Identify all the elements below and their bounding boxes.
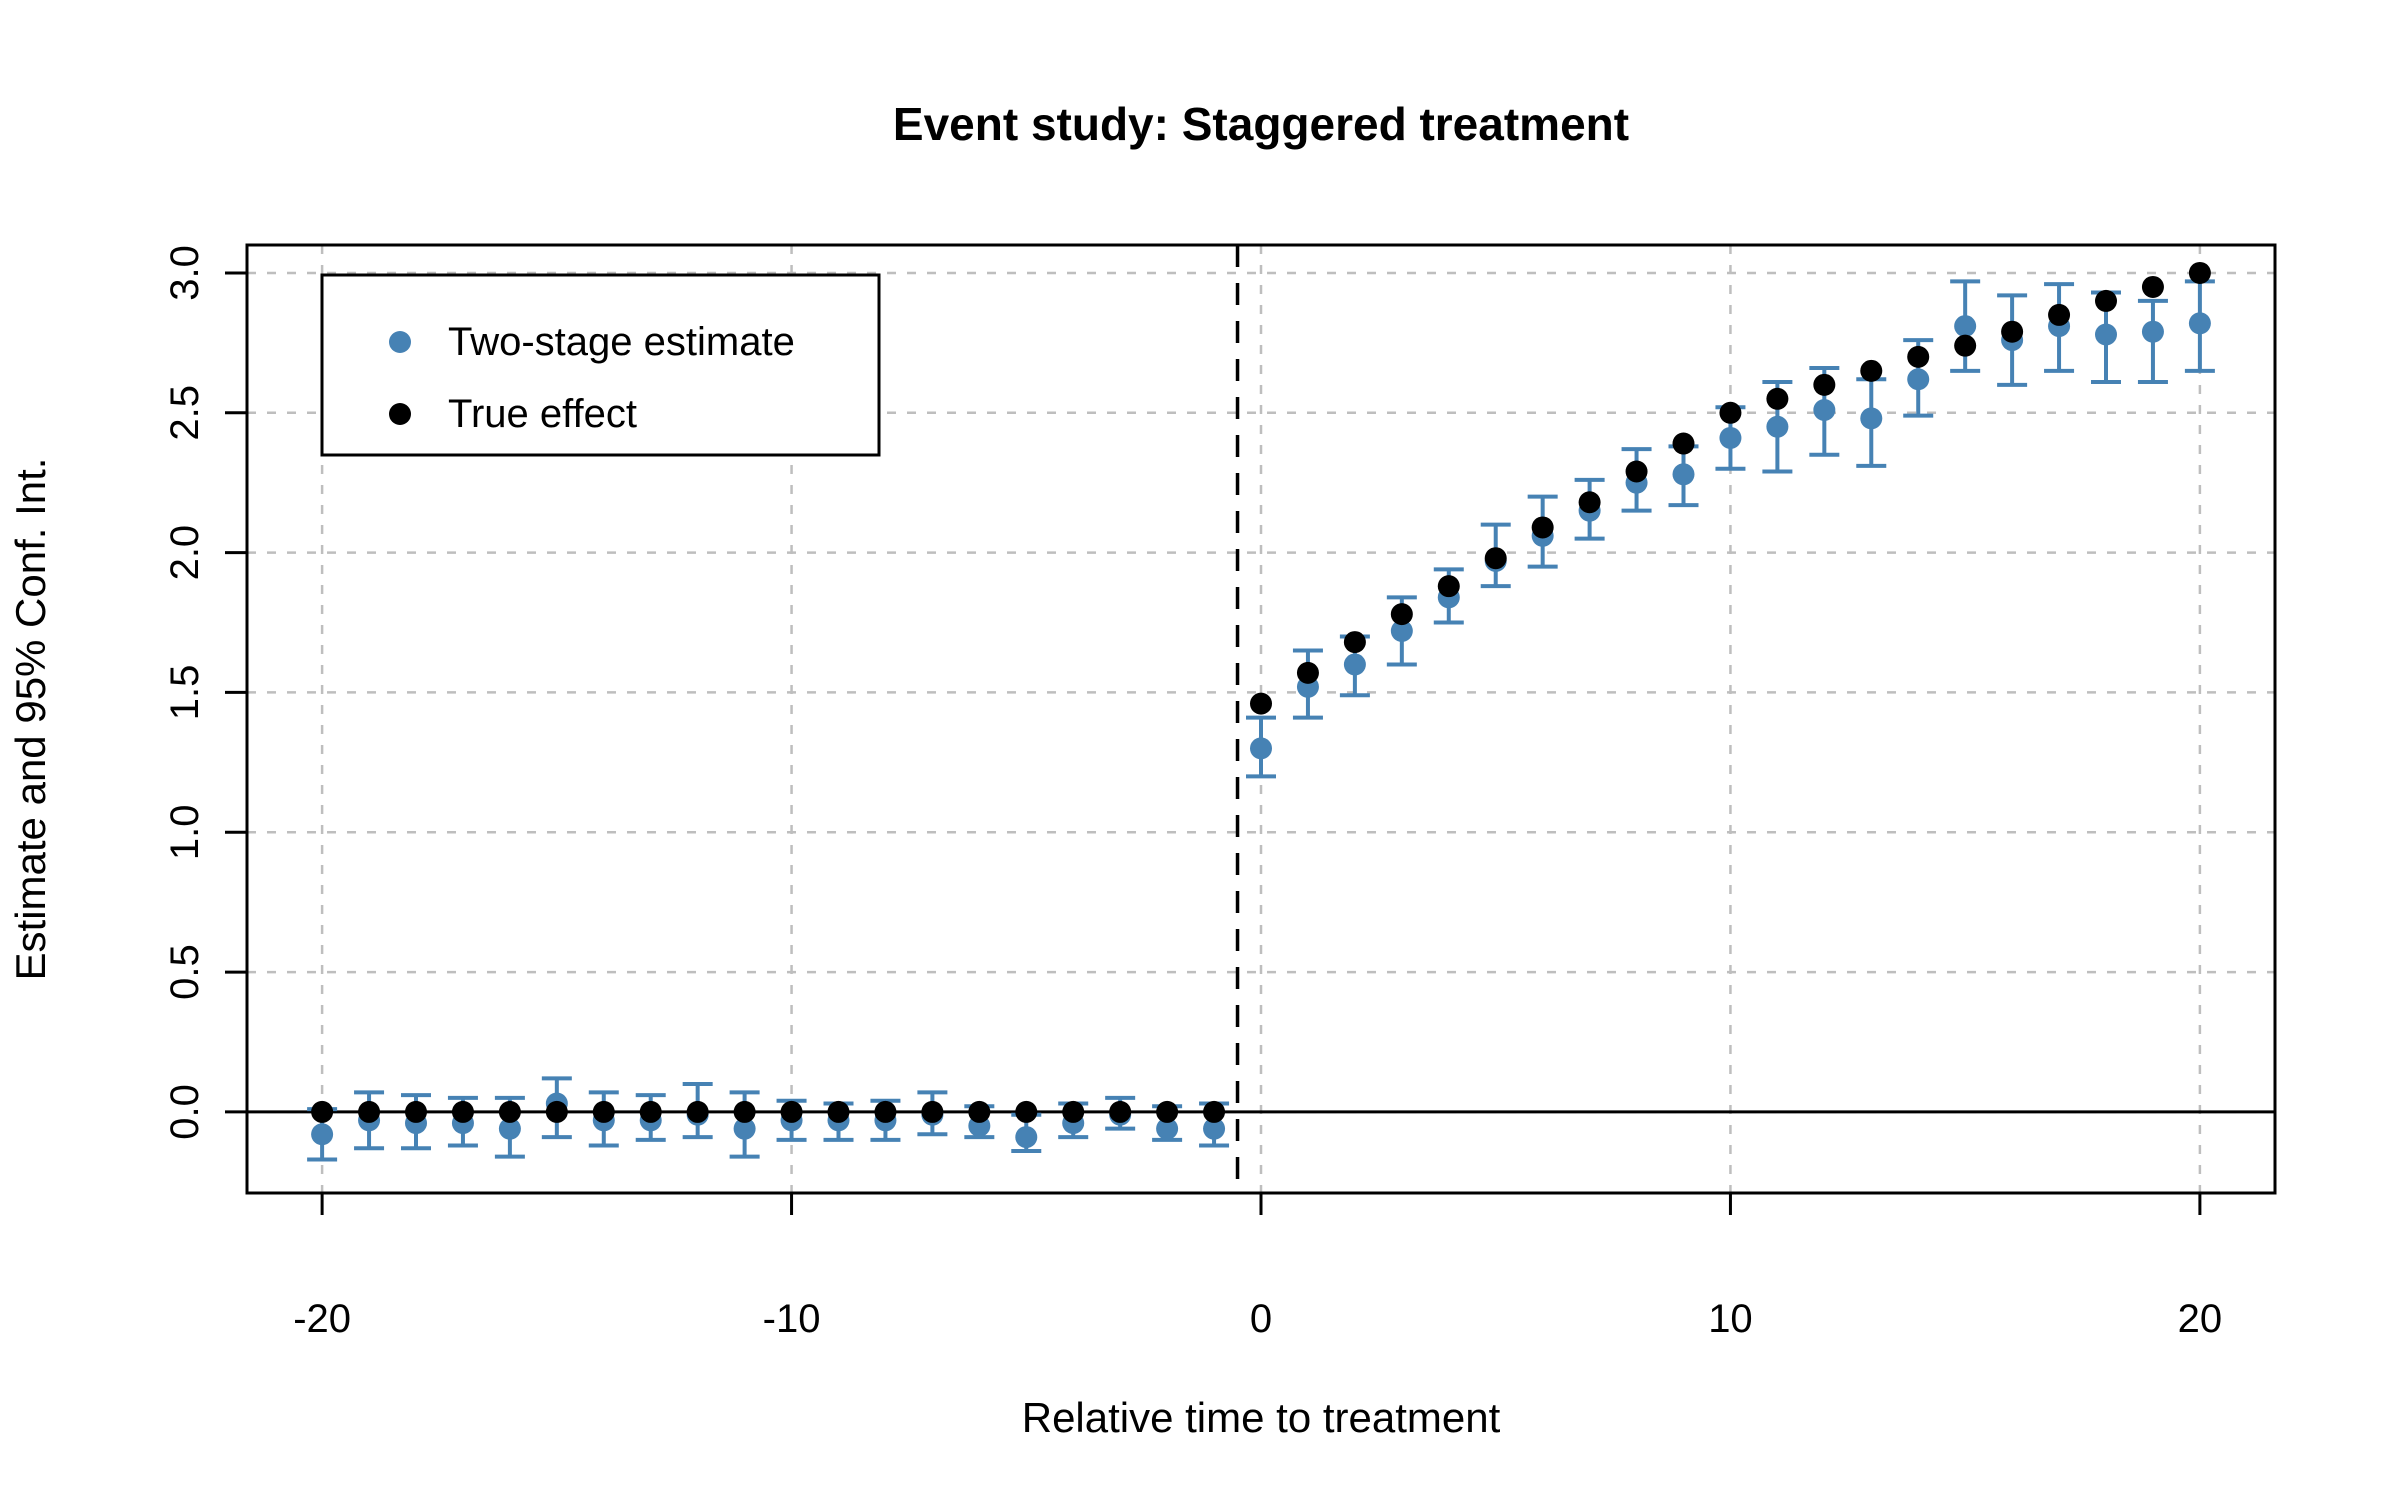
true-effect-point	[1250, 692, 1272, 715]
true-effect-point	[1531, 516, 1554, 539]
true-effect-point	[1907, 345, 1930, 368]
x-tick-label: 20	[2178, 1297, 2223, 1341]
two-stage-estimate-point	[1766, 415, 1789, 438]
true-effect-point	[1860, 359, 1883, 382]
two-stage-estimate-point	[733, 1117, 756, 1140]
two-stage-estimate-point	[2141, 320, 2164, 343]
true-effect-point	[1203, 1100, 1226, 1123]
true-effect-point	[311, 1100, 334, 1123]
y-axis-label: Estimate and 95% Conf. Int.	[7, 458, 54, 981]
y-tick-label: 2.5	[163, 385, 207, 441]
two-stage-estimate-point	[1203, 1117, 1226, 1140]
true-effect-point	[1672, 432, 1695, 455]
true-effect-point	[733, 1100, 756, 1123]
true-effect-point	[2141, 275, 2164, 298]
true-effect-point	[780, 1100, 803, 1123]
data-layer	[307, 261, 2215, 1162]
legend-marker	[389, 403, 411, 425]
true-effect-point	[1719, 401, 1742, 424]
x-axis-label: Relative time to treatment	[1022, 1394, 1501, 1441]
two-stage-estimate-point	[1390, 619, 1413, 642]
true-effect-point	[2001, 320, 2024, 343]
true-effect-point	[968, 1100, 991, 1123]
true-effect-point	[639, 1100, 662, 1123]
y-tick-label: 2.0	[163, 525, 207, 581]
two-stage-estimate-point	[1343, 653, 1366, 676]
legend-marker	[389, 331, 411, 353]
x-tick-label: 0	[1250, 1297, 1272, 1341]
true-effect-point	[2048, 303, 2071, 326]
x-tick-label: -20	[293, 1297, 351, 1341]
true-effect-point	[1625, 460, 1648, 483]
true-effect-point	[1578, 491, 1601, 514]
two-stage-estimate-point	[1156, 1117, 1179, 1140]
x-tick-label: 10	[1708, 1297, 1753, 1341]
y-tick-label: 0.5	[163, 944, 207, 1000]
true-effect-point	[1390, 603, 1413, 626]
true-effect-point	[1766, 387, 1789, 410]
chart-title: Event study: Staggered treatment	[893, 98, 1629, 150]
true-effect-point	[2095, 289, 2117, 312]
legend-box	[320, 273, 881, 457]
two-stage-estimate-point	[1907, 368, 1930, 391]
true-effect-point	[451, 1100, 474, 1123]
legend: Two-stage estimate True effect	[320, 273, 881, 457]
y-tick-label: 3.0	[163, 245, 207, 301]
two-stage-estimate-point	[1672, 463, 1695, 486]
two-stage-estimate-point	[2188, 312, 2211, 335]
true-effect-point	[1813, 373, 1836, 396]
true-effect-point	[1015, 1100, 1038, 1123]
x-tick-label: -10	[763, 1297, 821, 1341]
true-effect-point	[1343, 631, 1366, 654]
true-effect-point	[1109, 1100, 1132, 1123]
true-effect-point	[405, 1100, 427, 1123]
true-effect-point	[1437, 575, 1460, 598]
true-effect-point	[1156, 1100, 1179, 1123]
true-effect-point	[1484, 547, 1507, 570]
y-tick-label: 1.5	[163, 665, 207, 721]
y-tick-label: 1.0	[163, 804, 207, 860]
legend-item-label: Two-stage estimate	[448, 320, 795, 364]
two-stage-estimate-point	[1813, 398, 1836, 421]
y-tick-label: 0.0	[163, 1084, 207, 1140]
two-stage-estimate-point	[1015, 1126, 1038, 1149]
two-stage-estimate-point	[2095, 323, 2117, 346]
two-stage-estimate-point	[1860, 407, 1883, 430]
true-effect-point	[874, 1100, 897, 1123]
true-effect-point	[2188, 261, 2211, 284]
two-stage-estimate-point	[311, 1123, 334, 1146]
two-stage-estimate-point	[498, 1117, 521, 1140]
true-effect-point	[592, 1100, 615, 1123]
true-effect-point	[1296, 661, 1319, 684]
two-stage-estimate-point	[1954, 315, 1977, 338]
reference-lines-layer	[247, 245, 2275, 1193]
true-effect-point	[827, 1100, 850, 1123]
true-effect-point	[545, 1100, 568, 1123]
axes-layer: -20 -10 0 10 20 0.0 0.5 1.0 1.5 2.0 2.5 3.0	[163, 245, 2222, 1341]
true-effect-point	[686, 1100, 709, 1123]
legend-item-label: True effect	[448, 392, 637, 436]
true-effect-point	[358, 1100, 381, 1123]
true-effect-point	[1062, 1100, 1085, 1123]
two-stage-estimate-point	[1250, 737, 1272, 760]
true-effect-point	[1954, 334, 1977, 357]
true-effect-point	[498, 1100, 521, 1123]
true-effect-point	[921, 1100, 944, 1123]
two-stage-estimate-point	[1719, 426, 1742, 449]
